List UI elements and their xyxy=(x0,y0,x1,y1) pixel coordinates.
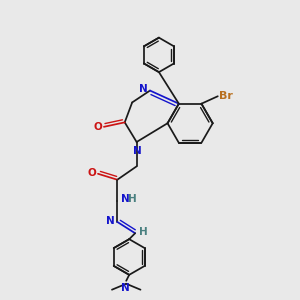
Text: N: N xyxy=(133,146,142,156)
Text: N: N xyxy=(122,194,130,204)
Text: H: H xyxy=(128,194,136,204)
Text: N: N xyxy=(121,283,130,293)
Text: O: O xyxy=(88,168,97,178)
Text: N: N xyxy=(106,216,115,226)
Text: O: O xyxy=(94,122,102,132)
Text: Br: Br xyxy=(219,91,233,101)
Text: N: N xyxy=(140,84,148,94)
Text: H: H xyxy=(139,227,148,237)
